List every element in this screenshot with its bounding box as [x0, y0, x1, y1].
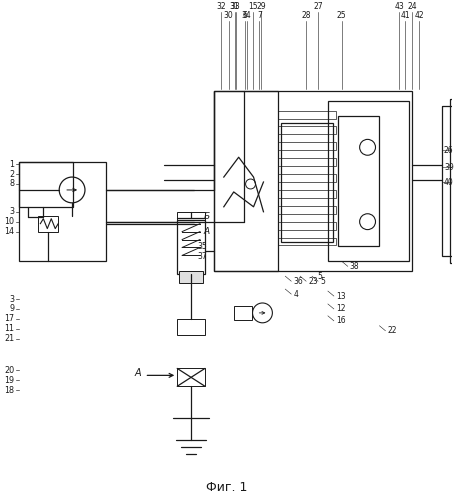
- Text: 21: 21: [5, 334, 15, 343]
- Text: Б: Б: [204, 212, 210, 221]
- Bar: [450, 98, 455, 264]
- Text: 14: 14: [5, 227, 15, 236]
- Text: 17: 17: [5, 314, 15, 324]
- Text: 31: 31: [230, 2, 239, 12]
- Text: 38: 38: [350, 262, 359, 271]
- Text: 36: 36: [293, 276, 303, 285]
- Text: 6: 6: [242, 12, 247, 20]
- Text: 18: 18: [5, 386, 15, 394]
- Bar: [338, 116, 379, 246]
- Text: 41: 41: [400, 12, 410, 20]
- Bar: [179, 272, 203, 283]
- Bar: [442, 106, 455, 256]
- Text: 29: 29: [257, 2, 266, 12]
- Text: 32: 32: [216, 2, 226, 12]
- Bar: [177, 319, 205, 334]
- Text: 2: 2: [10, 170, 15, 178]
- Text: 10: 10: [5, 217, 15, 226]
- Text: 15: 15: [248, 2, 258, 12]
- Text: 30: 30: [224, 12, 233, 20]
- Text: 23: 23: [308, 276, 318, 285]
- Text: 34: 34: [242, 12, 252, 20]
- Bar: [328, 100, 409, 262]
- Bar: [278, 238, 336, 246]
- Text: 24: 24: [407, 2, 417, 12]
- Text: 7: 7: [257, 12, 262, 20]
- Text: 40: 40: [444, 178, 454, 186]
- Text: 5: 5: [320, 276, 325, 285]
- Text: 33: 33: [231, 2, 241, 12]
- Bar: [278, 174, 336, 182]
- Text: 13: 13: [336, 292, 345, 300]
- Bar: [278, 158, 336, 166]
- Text: 27: 27: [313, 2, 323, 12]
- Text: 19: 19: [5, 376, 15, 385]
- Text: 22: 22: [387, 326, 397, 335]
- Text: 28: 28: [301, 12, 311, 20]
- Text: 11: 11: [5, 324, 15, 334]
- Bar: [38, 216, 58, 232]
- Text: 26: 26: [444, 146, 454, 155]
- Bar: [19, 162, 106, 262]
- Text: А: А: [134, 368, 141, 378]
- Text: 3: 3: [10, 294, 15, 304]
- Bar: [278, 142, 336, 150]
- Text: 4: 4: [293, 290, 298, 298]
- Text: 16: 16: [336, 316, 345, 326]
- Bar: [278, 190, 336, 198]
- Bar: [278, 110, 336, 118]
- Text: 3: 3: [10, 208, 15, 216]
- Bar: [177, 212, 205, 222]
- Text: 25: 25: [337, 12, 347, 20]
- Bar: [281, 122, 333, 242]
- Bar: [278, 206, 336, 214]
- Text: 8: 8: [10, 180, 15, 188]
- Text: Фиг. 1: Фиг. 1: [206, 481, 247, 494]
- Bar: [278, 126, 336, 134]
- Text: 9: 9: [10, 304, 15, 314]
- Text: 37: 37: [197, 252, 207, 261]
- Bar: [19, 162, 73, 207]
- Bar: [214, 91, 278, 272]
- Text: 12: 12: [336, 304, 345, 314]
- Text: 42: 42: [415, 12, 424, 20]
- Bar: [278, 222, 336, 230]
- Text: 20: 20: [5, 366, 15, 375]
- Text: 1: 1: [10, 160, 15, 168]
- Text: 5: 5: [318, 272, 323, 280]
- Text: 35: 35: [197, 242, 207, 251]
- Text: 39: 39: [444, 162, 454, 172]
- Bar: [234, 306, 252, 320]
- Text: 43: 43: [394, 2, 404, 12]
- Bar: [177, 368, 205, 386]
- Bar: [177, 220, 205, 274]
- Text: А: А: [204, 227, 210, 236]
- Bar: [214, 91, 412, 272]
